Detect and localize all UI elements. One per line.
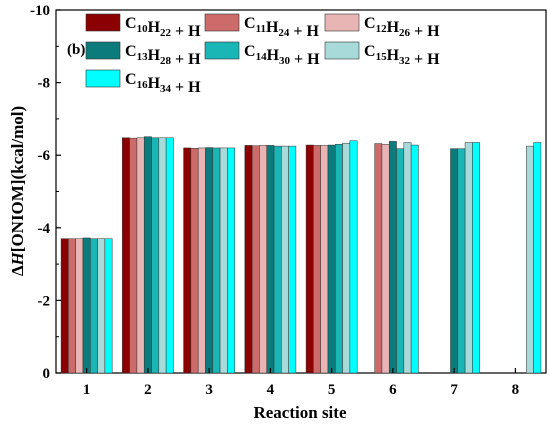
- legend-label-series-7: C16H34 + H: [125, 71, 201, 96]
- bar-site-2-series-1: [122, 137, 130, 374]
- bar-site-3-series-7: [227, 147, 235, 374]
- y-tick-label: -10: [30, 3, 50, 19]
- bar-site-3-series-6: [219, 147, 228, 374]
- bar-site-8-series-6: [526, 145, 534, 374]
- legend-label-series-2: C11H24 + H: [244, 15, 320, 40]
- bar-site-5-series-3: [320, 145, 329, 374]
- bar-site-6-series-2: [374, 143, 383, 374]
- bar-site-3-series-4: [205, 147, 214, 374]
- x-tick-label: 2: [144, 382, 152, 398]
- legend-label-series-6: C15H32 + H: [364, 43, 440, 68]
- bar-site-6-series-6: [403, 142, 412, 374]
- legend-swatch-series-4: [85, 41, 121, 60]
- x-axis: 1 2 3 4 5 6 7 8: [83, 368, 519, 398]
- bar-site-6-series-7: [410, 144, 419, 374]
- legend: C10H22 + H C11H24 + H C12H26 + H C13H28 + H…: [85, 13, 440, 96]
- bar-site-6-series-3: [381, 144, 390, 374]
- bar-site-4-series-3: [259, 145, 267, 374]
- bars-group: [60, 136, 542, 374]
- bar-site-7-series-7: [472, 142, 480, 374]
- bar-site-6-series-4: [388, 141, 397, 374]
- bar-site-1-series-3: [75, 238, 84, 374]
- bar-site-5-series-4: [327, 144, 336, 374]
- bar-site-7-series-6: [464, 142, 473, 374]
- bar-site-3-series-3: [197, 147, 206, 374]
- bar-site-4-series-2: [251, 145, 260, 374]
- bar-site-3-series-5: [212, 147, 221, 374]
- legend-swatch-series-6: [324, 41, 360, 60]
- bar-site-7-series-4: [450, 148, 459, 374]
- bar-site-5-series-1: [305, 144, 314, 374]
- x-tick-label: 8: [512, 382, 520, 398]
- legend-swatch-series-2: [204, 13, 240, 32]
- bar-site-2-series-6: [158, 137, 167, 374]
- bar-site-7-series-5: [457, 148, 466, 374]
- bar-site-4-series-6: [281, 145, 289, 374]
- x-tick-label: 3: [205, 382, 213, 398]
- y-axis: 0 -2 -4 -6 -8 -10: [30, 3, 61, 382]
- bar-site-2-series-2: [129, 137, 138, 374]
- legend-swatch-series-5: [204, 41, 240, 60]
- legend-label-series-4: C13H28 + H: [125, 43, 201, 68]
- bar-site-2-series-5: [151, 137, 160, 374]
- x-tick-label: 5: [328, 382, 336, 398]
- legend-label-series-3: C12H26 + H: [364, 15, 440, 40]
- legend-swatch-series-1: [85, 13, 121, 32]
- legend-label-series-5: C14H30 + H: [244, 43, 320, 68]
- y-tick-label: -6: [38, 148, 51, 164]
- x-axis-title: Reaction site: [253, 403, 346, 422]
- y-tick-label: -2: [38, 293, 51, 309]
- y-axis-title: ΔH[ONIOM](kcal/mol): [8, 106, 27, 276]
- bar-site-5-series-2: [313, 145, 321, 374]
- x-tick-label: 1: [83, 382, 91, 398]
- bar-site-1-series-6: [97, 238, 106, 374]
- bar-site-5-series-6: [342, 142, 351, 374]
- bar-site-1-series-2: [68, 238, 76, 374]
- x-tick-label: 7: [450, 382, 458, 398]
- bar-site-5-series-5: [335, 144, 343, 374]
- bar-site-3-series-1: [183, 147, 192, 374]
- bar-site-1-series-1: [60, 238, 69, 374]
- x-tick-label: 4: [267, 382, 275, 398]
- legend-swatch-series-7: [85, 69, 121, 88]
- bar-site-4-series-7: [288, 145, 297, 374]
- panel-label: (b): [67, 42, 85, 58]
- bar-site-3-series-2: [190, 148, 199, 374]
- bar-site-4-series-5: [273, 145, 282, 374]
- bar-site-5-series-7: [349, 140, 358, 374]
- x-tick-label: 6: [389, 382, 397, 398]
- bar-site-2-series-7: [165, 137, 174, 374]
- bar-site-6-series-5: [396, 148, 405, 374]
- y-tick-label: -8: [38, 76, 51, 92]
- bar-site-4-series-4: [266, 145, 275, 374]
- bar-site-4-series-1: [244, 145, 253, 374]
- bar-site-2-series-4: [143, 136, 152, 374]
- bar-site-1-series-4: [82, 237, 91, 374]
- legend-swatch-series-3: [324, 13, 360, 32]
- bar-site-2-series-3: [136, 137, 145, 374]
- y-tick-label: 0: [43, 366, 51, 382]
- legend-label-series-1: C10H22 + H: [125, 15, 201, 40]
- bar-site-1-series-7: [104, 238, 113, 374]
- y-tick-label: -4: [38, 221, 51, 237]
- bar-site-8-series-7: [533, 142, 542, 374]
- bar-site-1-series-5: [90, 238, 98, 374]
